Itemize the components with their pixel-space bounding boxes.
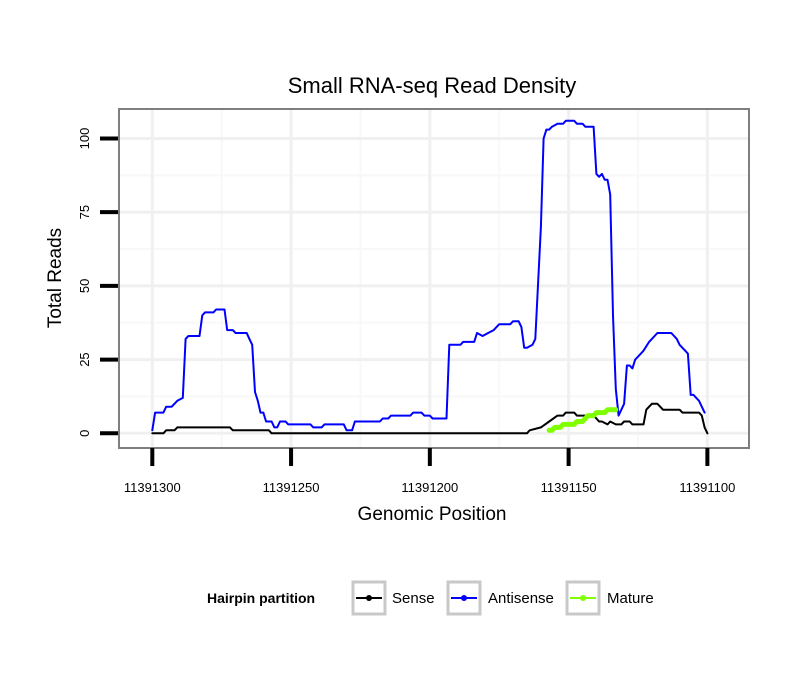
x-tick-label: 11391250	[263, 480, 320, 495]
y-axis-title: Total Reads	[45, 228, 66, 328]
y-tick-label: 75	[77, 205, 92, 219]
y-tick-label: 0	[77, 430, 92, 437]
legend-dot-mature	[580, 595, 586, 601]
y-tick-label: 25	[77, 352, 92, 366]
y-tick-label: 50	[77, 279, 92, 293]
legend-label-antisense: Antisense	[488, 590, 554, 607]
grid	[119, 109, 749, 448]
legend-item-mature: Mature	[565, 580, 654, 616]
legend-dot-sense	[366, 595, 372, 601]
plot-panel-border	[118, 108, 750, 449]
legend-item-antisense: Antisense	[446, 580, 554, 616]
series-line-antisense	[151, 119, 706, 432]
legend: Hairpin partition Sense Antisense Mature	[207, 580, 654, 616]
series-line-sense	[151, 402, 709, 435]
legend-item-sense: Sense	[351, 580, 435, 616]
y-axis: 0 25 50 75 100	[77, 128, 118, 437]
x-tick-label: 11391300	[124, 480, 181, 495]
x-axis: 11391300 11391250 11391200 11391150 11391100	[124, 448, 735, 495]
x-tick-label: 11391150	[541, 480, 597, 495]
x-tick-label: 11391100	[679, 480, 735, 495]
legend-label-sense: Sense	[392, 590, 435, 607]
legend-title: Hairpin partition	[207, 590, 315, 606]
x-tick-label: 11391200	[401, 480, 458, 495]
legend-dot-antisense	[461, 595, 467, 601]
chart-title: Small RNA-seq Read Density	[288, 73, 577, 98]
y-tick-label: 100	[77, 128, 92, 150]
series-line-mature	[546, 407, 619, 433]
series-layer	[151, 119, 709, 435]
x-axis-title: Genomic Position	[358, 504, 507, 525]
legend-label-mature: Mature	[607, 590, 654, 607]
